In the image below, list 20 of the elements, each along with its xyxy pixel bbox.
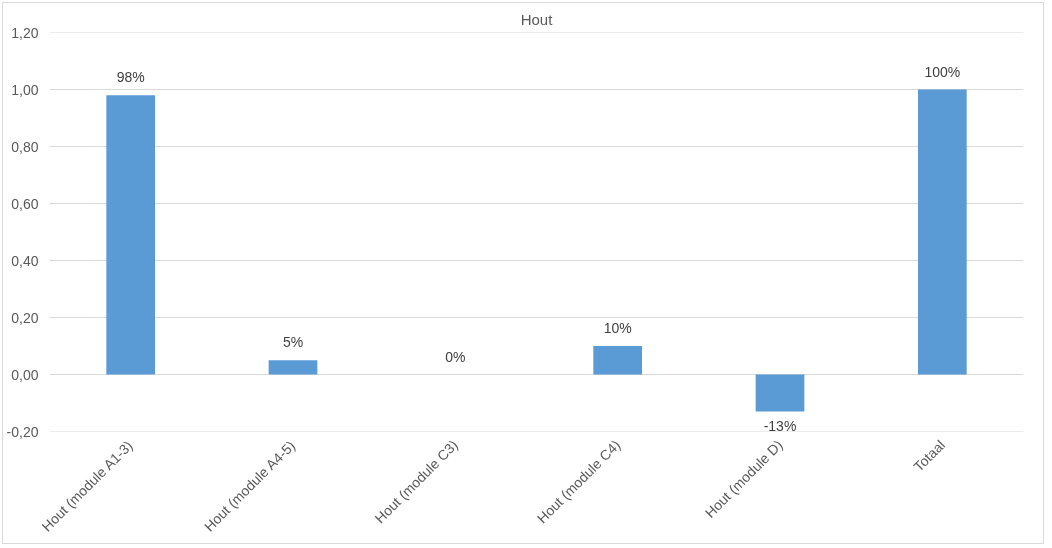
chart-title: Hout	[520, 10, 554, 28]
y-tick-label: 0,60	[11, 195, 39, 212]
y-tick-label: 0,80	[11, 138, 39, 155]
y-tick-label: 1,00	[11, 81, 39, 98]
y-tick-label: -0,20	[6, 423, 39, 440]
data-label: -13%	[763, 417, 797, 434]
bar	[268, 360, 318, 375]
y-tick-label: 0,00	[11, 366, 39, 383]
data-label: 0%	[445, 348, 466, 365]
y-tick-label: 0,40	[11, 252, 39, 269]
bar	[917, 89, 967, 375]
data-label: 5%	[282, 334, 304, 351]
y-tick-label: 0,20	[11, 309, 39, 326]
bar	[593, 346, 643, 375]
data-label: 10%	[603, 320, 632, 336]
data-label: 98%	[116, 69, 145, 86]
bar	[755, 374, 805, 412]
data-label: 100%	[924, 63, 961, 80]
bar	[106, 95, 156, 375]
y-tick-label: 1,20	[11, 24, 39, 41]
